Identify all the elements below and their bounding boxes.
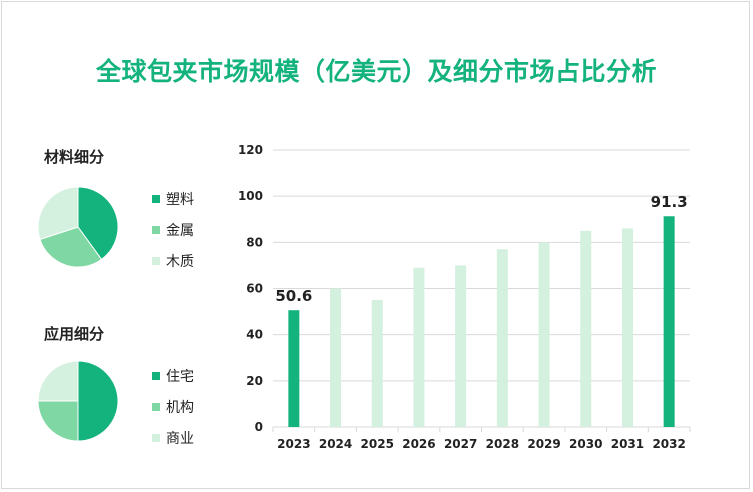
legend-label-wood: 木质 [166,254,194,270]
x-tick-label-2027: 2027 [444,437,477,451]
x-tick-label-2023: 2023 [277,437,310,451]
application-title: 应用细分 [44,325,105,343]
application-legend: 住宅 机构 商业 [152,366,232,448]
x-tick-label-2032: 2032 [652,437,685,451]
x-tick-label-2026: 2026 [402,437,435,451]
y-tick-label-2: 40 [246,328,263,342]
bar-2028 [496,249,508,427]
legend-label-residential: 住宅 [166,369,194,385]
legend-label-institutional: 机构 [166,400,194,416]
legend-swatch-plastic [152,195,160,203]
y-tick-label-4: 80 [246,235,263,249]
bar-2030 [580,230,592,427]
x-tick-label-2030: 2030 [569,437,602,451]
application-pie-slice-1 [37,400,79,442]
legend-commercial: 商业 [152,428,194,448]
bar-2025 [371,300,383,427]
material-pie-slice-2 [37,186,79,240]
bar-2024 [330,288,342,427]
material-legend: 塑料 金属 木质 [152,189,232,271]
material-pie-slice-1 [39,226,103,268]
x-tick-label-2031: 2031 [611,437,644,451]
y-tick-label-0: 0 [255,420,263,434]
material-pie-slice-0 [77,186,119,261]
legend-residential: 住宅 [152,366,194,386]
legend-swatch-institutional [152,403,160,411]
chart-title: 全球包夹市场规模（亿美元）及细分市场占比分析 [95,57,657,86]
x-tick-label-2025: 2025 [361,437,394,451]
data-label-2032: 91.3 [651,193,688,211]
legend-label-metal: 金属 [166,223,194,239]
bar-2027 [455,265,467,427]
x-tick-label-2024: 2024 [319,437,352,451]
application-pie-slice-0 [77,360,119,442]
bar-2032 [663,216,675,427]
legend-swatch-wood [152,257,160,265]
y-tick-label-3: 60 [246,282,263,296]
bar-2026 [413,267,425,427]
legend-wood: 木质 [152,251,194,271]
y-tick-label-6: 120 [238,143,263,157]
y-tick-label-1: 20 [246,374,263,388]
legend-swatch-metal [152,226,160,234]
x-tick-label-2028: 2028 [486,437,519,451]
material-pie-chart [37,186,119,268]
legend-swatch-commercial [152,434,160,442]
legend-label-plastic: 塑料 [166,192,194,208]
application-pie-chart [37,360,119,442]
y-tick-label-5: 100 [238,189,263,203]
legend-plastic: 塑料 [152,189,194,209]
market-size-bar-chart: 0 20 40 60 80 100 120 2023 50.6 2024 2025 2026 2027 2… [238,143,691,451]
legend-swatch-residential [152,372,160,380]
application-pie-slice-2 [37,360,79,402]
material-title: 材料细分 [44,148,105,166]
bar-2023 [288,310,300,427]
bar-2031 [621,228,633,427]
legend-metal: 金属 [152,220,194,240]
bar-2029 [538,242,550,427]
legend-institutional: 机构 [152,397,194,417]
legend-label-commercial: 商业 [166,431,194,447]
data-label-2023: 50.6 [275,287,312,305]
x-tick-label-2029: 2029 [527,437,560,451]
